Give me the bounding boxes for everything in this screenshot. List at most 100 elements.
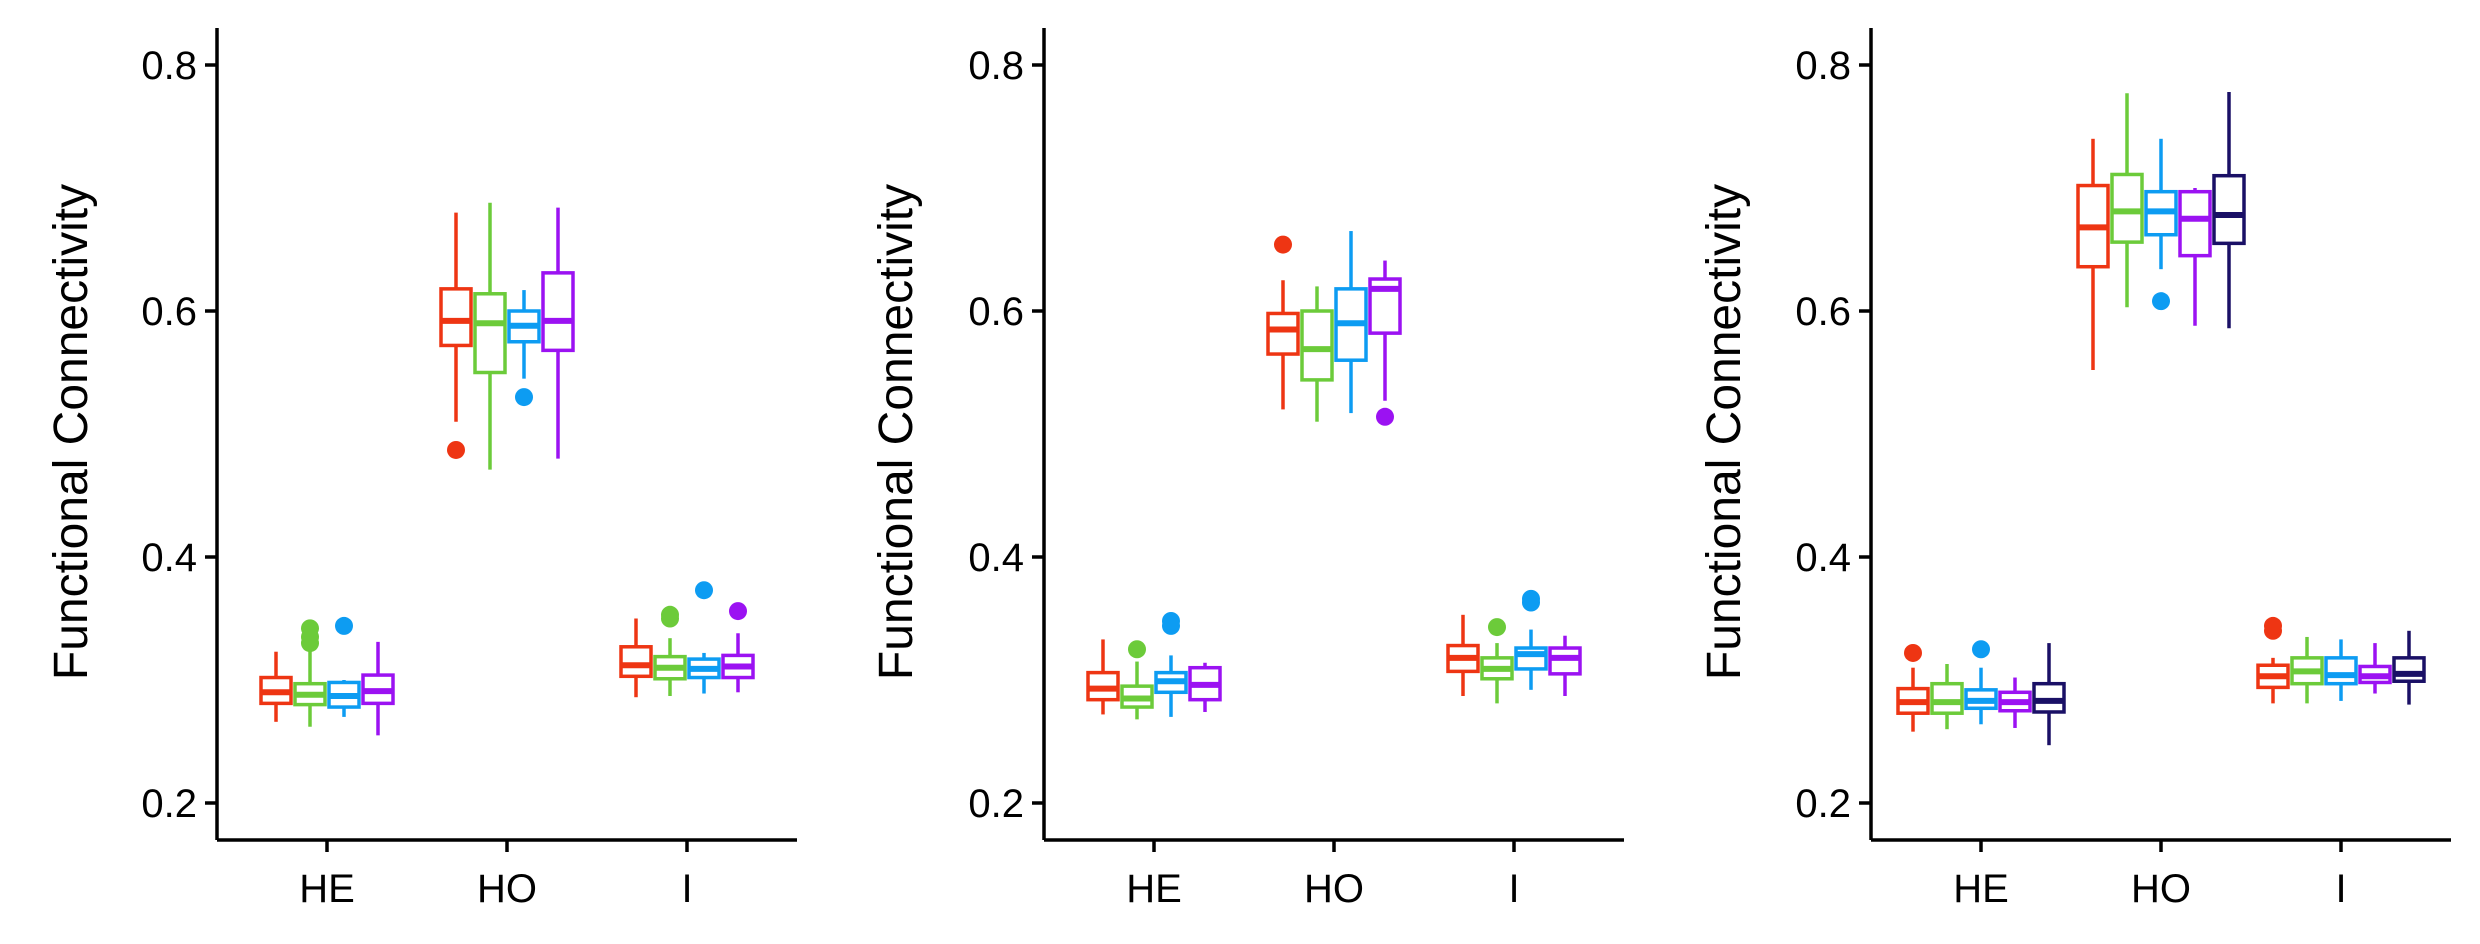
box-iqr: [1514, 646, 1548, 671]
boxplot-HE-series-1: [1896, 643, 1930, 732]
boxplot-HE-series-3: [1154, 611, 1188, 717]
x-tick-label: HE: [299, 867, 355, 911]
y-tick-label: 0.6: [968, 290, 1024, 334]
y-tick-label: 0.8: [1795, 44, 1851, 88]
x-tick-label: I: [681, 867, 692, 911]
boxplot-I-series-5: [2392, 630, 2426, 705]
boxplot-HE-series-1: [1086, 639, 1120, 715]
outlier-point: [1488, 618, 1506, 637]
box-iqr: [2178, 189, 2212, 258]
boxplot-I-series-1: [1446, 614, 1480, 696]
boxplot-I-series-3: [687, 581, 721, 694]
boxplot-I-series-4: [1548, 635, 1582, 696]
outlier-point: [661, 605, 679, 624]
boxplot-HO-series-2: [1300, 286, 1334, 422]
panel-3: Functional Connectivity 0.2 0.4 0.6 0.8 HE HO…: [1698, 28, 2451, 911]
outlier-point: [515, 388, 533, 407]
boxplot-HE-series-4: [1188, 662, 1222, 712]
boxplot-HO-series-4: [2178, 188, 2212, 326]
box-iqr: [2032, 681, 2066, 714]
boxplot-HE-series-2: [1930, 664, 1964, 730]
x-tick-label: HO: [1304, 867, 1364, 911]
boxplot-HO-series-5: [2212, 92, 2246, 329]
boxplot-HE-series-4: [361, 641, 395, 736]
outlier-point: [335, 616, 353, 635]
x-tick-label: HE: [1126, 867, 1182, 911]
box-iqr: [2110, 172, 2144, 244]
panel-2: Functional Connectivity 0.2 0.4 0.6 0.8 HE HO…: [870, 28, 1624, 911]
outlier-point: [1274, 235, 1292, 254]
boxplot-HE-series-1: [259, 651, 293, 722]
y-tick-label: 0.2: [1795, 782, 1851, 826]
boxplot-HE-series-2: [1120, 640, 1154, 720]
boxplot-I-series-4: [2358, 643, 2392, 694]
y-axis-title: Functional Connectivity: [45, 184, 98, 680]
y-axis-title: Functional Connectivity: [1698, 184, 1751, 680]
box-iqr: [439, 287, 473, 348]
boxplot-HE-series-2: [293, 619, 327, 727]
boxplot-HE-series-4: [1998, 677, 2032, 728]
outlier-point: [2264, 616, 2282, 635]
y-tick-label: 0.2: [141, 782, 197, 826]
box-iqr: [2392, 656, 2426, 683]
y-tick-label: 0.4: [1795, 536, 1851, 580]
y-tick-label: 0.4: [968, 536, 1024, 580]
outlier-point: [1972, 640, 1990, 659]
boxplot-I-series-3: [1514, 589, 1548, 690]
box-iqr: [2212, 173, 2246, 246]
x-tick-label: HE: [1953, 867, 2009, 911]
boxplot-I-series-3: [2324, 639, 2358, 701]
y-tick-label: 0.6: [141, 290, 197, 334]
outlier-point: [1522, 589, 1540, 608]
y-axis-title: Functional Connectivity: [870, 184, 923, 680]
box-iqr: [1930, 681, 1964, 715]
boxplot-I-series-4: [721, 602, 755, 693]
outlier-point: [729, 602, 747, 621]
boxplot-HO-series-1: [1266, 235, 1300, 410]
outlier-point: [301, 619, 319, 638]
box-iqr: [1548, 646, 1582, 676]
box-iqr: [619, 645, 653, 679]
box-iqr: [473, 292, 507, 375]
boxplot-HO-series-2: [473, 202, 507, 470]
boxplot-HE-series-3: [1964, 640, 1998, 725]
y-tick-label: 0.2: [968, 782, 1024, 826]
outlier-point: [1904, 643, 1922, 662]
boxplot-HE-series-5: [2032, 643, 2066, 746]
boxplot-HE-series-3: [327, 616, 361, 717]
outlier-point: [2152, 292, 2170, 311]
box-iqr: [1266, 311, 1300, 356]
outlier-point: [447, 440, 465, 459]
panel-1: Functional Connectivity 0.2 0.4 0.6 0.8 HE HO…: [45, 28, 797, 911]
boxplot-HO-series-3: [2144, 138, 2178, 311]
y-tick-label: 0.8: [968, 44, 1024, 88]
boxplot-I-series-2: [1480, 618, 1514, 704]
y-tick-label: 0.8: [141, 44, 197, 88]
box-iqr: [541, 271, 575, 353]
boxplot-I-series-2: [2290, 636, 2324, 704]
y-tick-label: 0.4: [141, 536, 197, 580]
outlier-point: [695, 581, 713, 600]
outlier-point: [1376, 407, 1394, 426]
boxplot-HO-series-1: [439, 212, 473, 459]
outlier-point: [1162, 611, 1180, 630]
box-iqr: [1300, 309, 1334, 382]
x-tick-label: HO: [2131, 867, 2191, 911]
boxplot-HO-series-1: [2076, 138, 2110, 371]
box-iqr: [2324, 656, 2358, 686]
boxplot-HO-series-3: [1334, 231, 1368, 414]
x-tick-label: HO: [477, 867, 537, 911]
boxplot-I-series-2: [653, 605, 687, 696]
boxplot-I-series-1: [2256, 616, 2290, 704]
y-tick-label: 0.6: [1795, 290, 1851, 334]
boxplot-HO-series-4: [541, 207, 575, 459]
boxplot-HO-series-4: [1368, 260, 1402, 426]
boxplot-HO-series-2: [2110, 93, 2144, 308]
x-tick-label: I: [2335, 867, 2346, 911]
boxplot-HO-series-3: [507, 290, 541, 407]
outlier-point: [1128, 640, 1146, 659]
x-tick-label: I: [1508, 867, 1519, 911]
boxplot-I-series-1: [619, 618, 653, 698]
